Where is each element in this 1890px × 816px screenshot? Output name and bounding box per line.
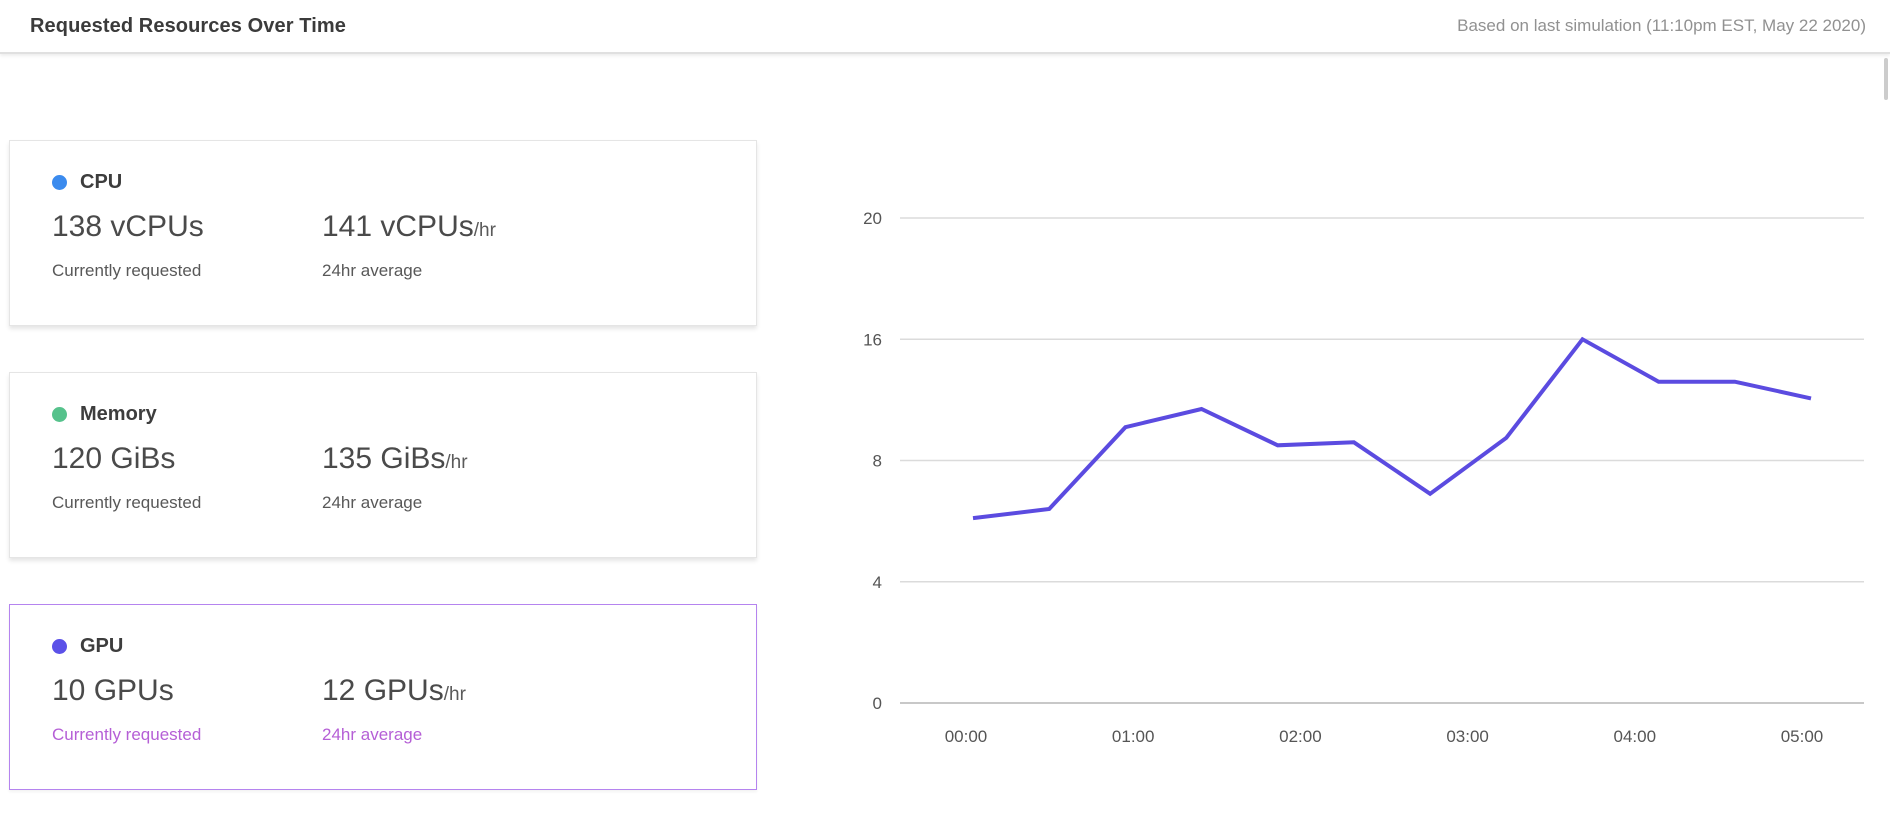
panel-header: Requested Resources Over Time Based on l… xyxy=(0,0,1890,54)
memory-card-header: Memory xyxy=(52,403,756,426)
cpu-card-label: CPU xyxy=(80,171,123,193)
gpu-usage-chart: 20 16 8 4 0 00:00 01:00 02:00 03:00 04:00 05:00 xyxy=(750,130,1890,816)
memory-card-label: Memory xyxy=(80,403,157,425)
memory-current-caption: Currently requested xyxy=(52,492,202,512)
memory-dot-icon xyxy=(52,407,67,422)
cpu-average-suffix: /hr xyxy=(473,220,496,241)
memory-current-value: 120 GiBs xyxy=(52,442,176,475)
x-axis-tick-label: 03:00 xyxy=(1446,727,1489,746)
gpu-card-header: GPU xyxy=(52,635,756,658)
y-axis-tick-label: 0 xyxy=(873,694,882,713)
x-axis-tick-label: 02:00 xyxy=(1279,727,1322,746)
y-axis-tick-label: 20 xyxy=(863,209,882,228)
memory-card[interactable]: Memory 120 GiBs Currently requested 135 … xyxy=(9,372,757,558)
panel-title: Requested Resources Over Time xyxy=(30,14,346,37)
gpu-usage-chart-svg: 20 16 8 4 0 00:00 01:00 02:00 03:00 04:00 05:00 xyxy=(863,209,1864,746)
y-axis-tick-label: 4 xyxy=(873,573,882,592)
gpu-card-label: GPU xyxy=(80,635,124,657)
cpu-average-caption: 24hr average xyxy=(322,260,423,280)
last-simulation-note: Based on last simulation (11:10pm EST, M… xyxy=(1457,16,1866,35)
cpu-current-caption: Currently requested xyxy=(52,260,202,280)
x-axis-tick-label: 05:00 xyxy=(1781,727,1824,746)
y-axis-tick-label: 8 xyxy=(873,452,882,471)
cpu-dot-icon xyxy=(52,175,67,190)
gpu-average-value: 12 GPUs/hr xyxy=(322,674,466,707)
memory-average-caption: 24hr average xyxy=(322,492,423,512)
memory-average-value: 135 GiBs/hr xyxy=(322,442,468,475)
cpu-average-value: 141 vCPUs/hr xyxy=(322,210,496,243)
gpu-current-value: 10 GPUs xyxy=(52,674,174,707)
memory-average-suffix: /hr xyxy=(445,452,468,473)
scrollbar-thumb[interactable] xyxy=(1884,58,1888,100)
cpu-card[interactable]: CPU 138 vCPUs Currently requested 141 vC… xyxy=(9,140,757,326)
gpu-average-caption: 24hr average xyxy=(322,724,423,744)
gpu-dot-icon xyxy=(52,639,67,654)
gpu-current-caption: Currently requested xyxy=(52,724,202,744)
gpu-usage-line xyxy=(972,336,1812,521)
cpu-current-value: 138 vCPUs xyxy=(52,210,204,243)
y-axis-tick-label: 16 xyxy=(863,330,882,349)
resource-cards: CPU 138 vCPUs Currently requested 141 vC… xyxy=(9,140,757,790)
x-axis-tick-label: 04:00 xyxy=(1614,727,1657,746)
x-axis-tick-label: 00:00 xyxy=(945,727,988,746)
cpu-card-header: CPU xyxy=(52,171,756,194)
gpu-card[interactable]: GPU 10 GPUs Currently requested 12 GPUs/… xyxy=(9,604,757,790)
gpu-average-suffix: /hr xyxy=(443,684,466,705)
x-axis-tick-label: 01:00 xyxy=(1112,727,1155,746)
